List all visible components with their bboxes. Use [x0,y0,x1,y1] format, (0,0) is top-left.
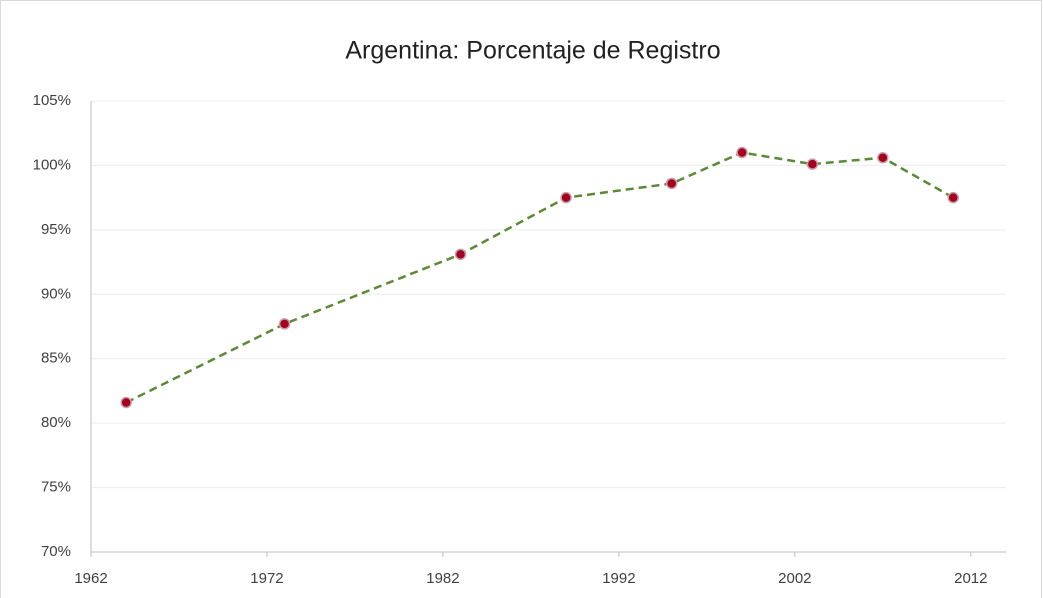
y-tick-label: 90% [41,285,71,302]
x-tick-label: 1982 [426,570,459,587]
x-tick-label: 1962 [74,570,107,587]
y-tick-label: 70% [41,543,71,560]
point [454,248,467,261]
x-tick-label: 2012 [954,570,987,587]
point [665,177,678,190]
point [947,191,959,204]
y-tick-label: 100% [33,156,71,173]
y-tick-label: 105% [33,92,71,109]
x-tick-label: 1972 [250,570,283,587]
point [877,151,889,164]
point [278,318,291,330]
point [560,191,572,204]
y-tick-label: 95% [41,221,71,238]
x-tick-label: 2002 [778,570,811,587]
x-tick-label: 1992 [602,570,635,587]
y-tick-label: 85% [41,350,71,367]
point [736,146,748,159]
point [806,158,819,170]
point [120,396,132,409]
y-tick-label: 80% [41,414,71,431]
chart-title: Argentina: Porcentaje de Registro [345,37,720,65]
y-tick-label: 75% [41,479,71,496]
